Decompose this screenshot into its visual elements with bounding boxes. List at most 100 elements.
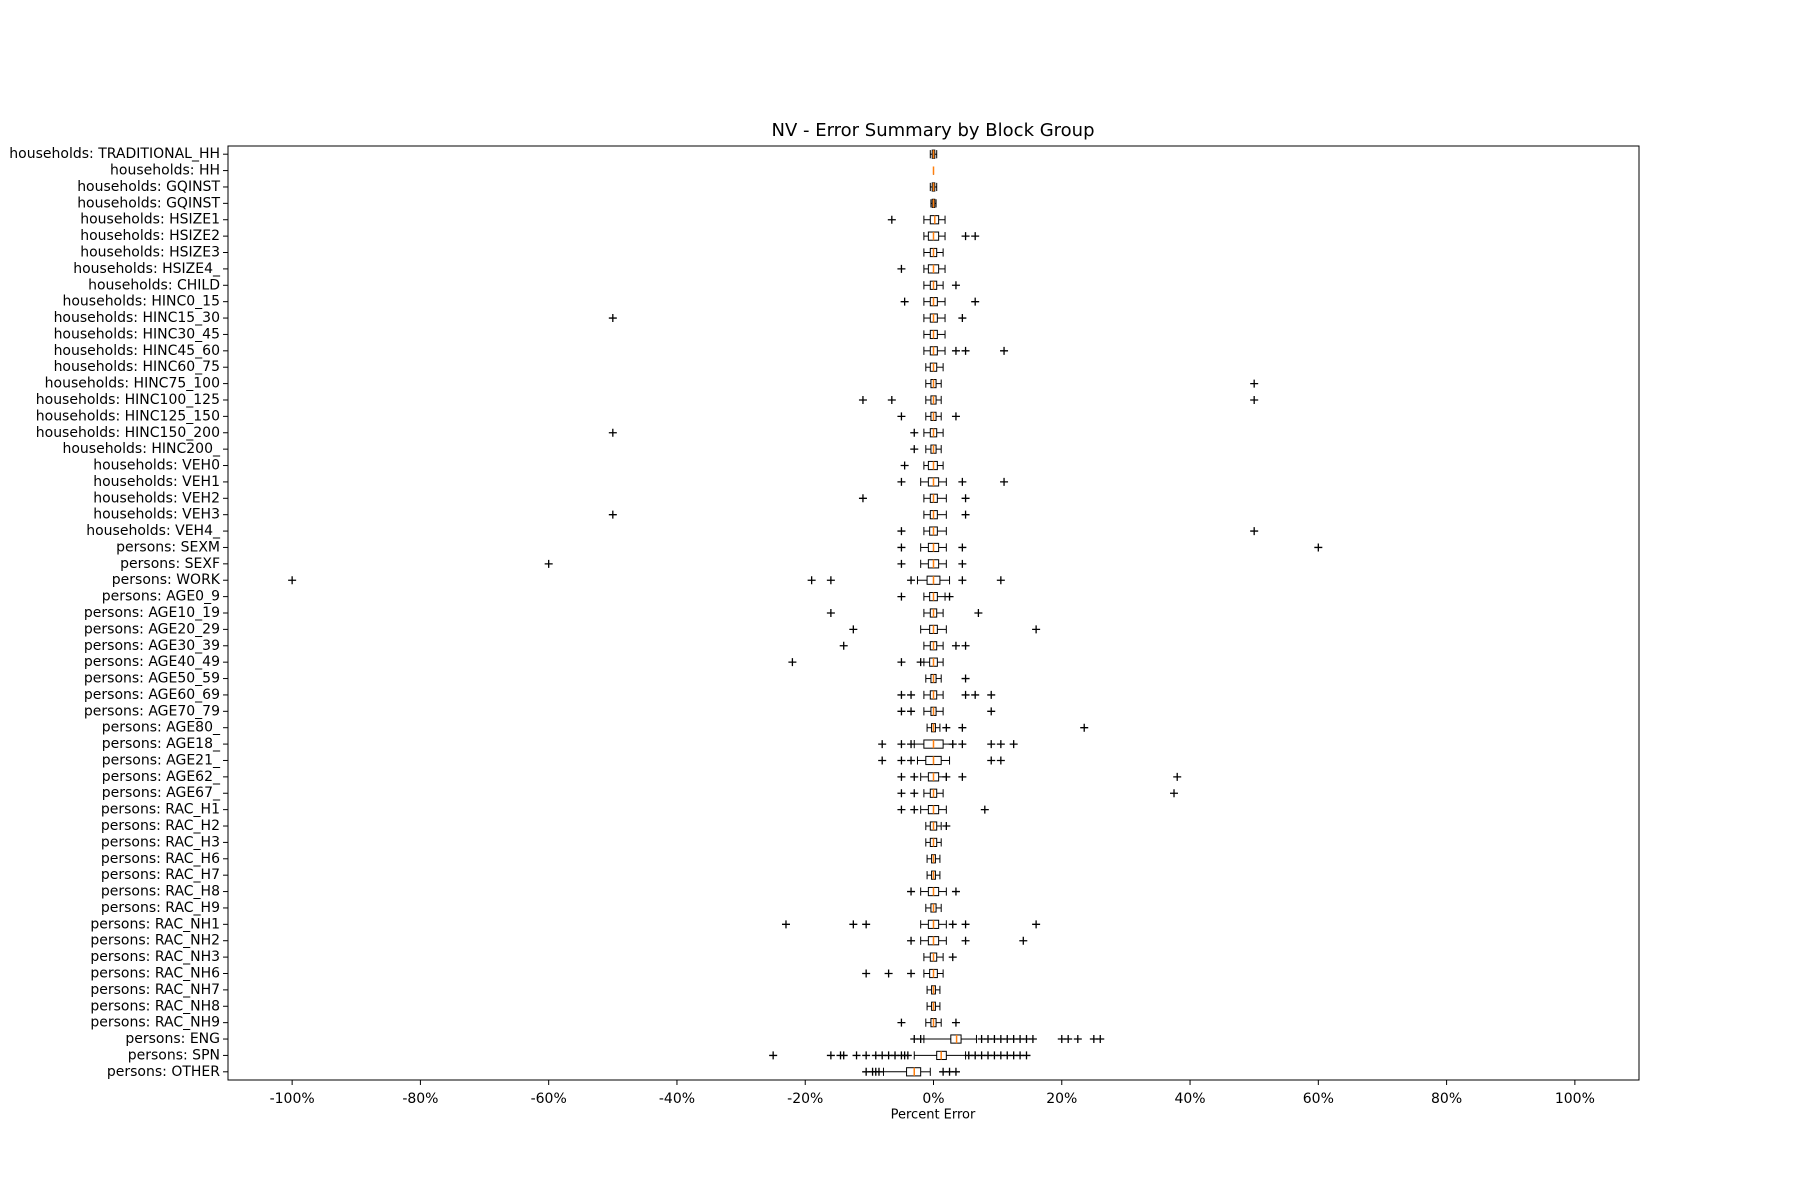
y-tick-label: households: VEH0 bbox=[93, 458, 220, 474]
y-tick-label: households: HH bbox=[110, 163, 220, 179]
outlier bbox=[910, 789, 919, 798]
outlier bbox=[951, 1067, 960, 1076]
outlier bbox=[839, 641, 848, 650]
outlier bbox=[897, 772, 906, 781]
outlier bbox=[951, 887, 960, 896]
outlier bbox=[961, 674, 970, 683]
outlier bbox=[916, 658, 925, 667]
outlier bbox=[907, 969, 916, 978]
outlier bbox=[897, 690, 906, 699]
outlier bbox=[951, 346, 960, 355]
outlier bbox=[958, 723, 967, 732]
outlier bbox=[948, 740, 957, 749]
outlier bbox=[1028, 1035, 1037, 1044]
y-tick-label: persons: RAC_H7 bbox=[101, 867, 220, 883]
outlier bbox=[1173, 772, 1182, 781]
y-tick-label: households: HINC15_30 bbox=[54, 310, 220, 326]
y-tick-label: persons: RAC_NH2 bbox=[90, 933, 220, 949]
x-tick-label: -20% bbox=[787, 1091, 823, 1107]
outlier bbox=[987, 756, 996, 765]
x-tick-label: 40% bbox=[1174, 1091, 1205, 1107]
outlier bbox=[996, 756, 1005, 765]
outlier bbox=[961, 346, 970, 355]
outlier bbox=[887, 215, 896, 224]
x-axis-label: Percent Error bbox=[891, 1108, 976, 1123]
y-tick-label: persons: RAC_NH6 bbox=[90, 965, 220, 981]
outlier bbox=[1080, 723, 1089, 732]
outlier bbox=[996, 740, 1005, 749]
outlier bbox=[852, 1051, 861, 1060]
y-tick-label: households: TRADITIONAL_HH bbox=[9, 146, 220, 162]
outlier bbox=[897, 756, 906, 765]
y-tick-label: persons: AGE40_49 bbox=[84, 654, 220, 670]
outlier bbox=[887, 395, 896, 404]
y-tick-label: persons: SPN bbox=[128, 1047, 220, 1063]
y-tick-label: persons: AGE0_9 bbox=[102, 589, 220, 605]
outlier bbox=[907, 740, 916, 749]
outlier bbox=[974, 609, 983, 617]
outlier bbox=[897, 543, 906, 552]
y-tick-label: persons: AGE60_69 bbox=[84, 687, 220, 703]
outlier bbox=[961, 690, 970, 699]
outlier bbox=[897, 477, 906, 486]
chart-title: NV - Error Summary by Block Group bbox=[771, 120, 1094, 141]
outlier bbox=[874, 1067, 883, 1076]
outlier bbox=[884, 969, 893, 978]
outlier bbox=[769, 1051, 778, 1060]
outlier bbox=[910, 805, 919, 814]
outlier bbox=[807, 576, 816, 585]
outlier bbox=[961, 641, 970, 650]
outlier bbox=[862, 1051, 871, 1060]
outlier bbox=[958, 314, 967, 323]
outlier bbox=[951, 281, 960, 290]
y-tick-label: persons: RAC_NH9 bbox=[90, 1015, 220, 1031]
outlier bbox=[958, 477, 967, 486]
y-tick-label: persons: RAC_NH3 bbox=[90, 949, 220, 965]
outlier bbox=[1022, 1051, 1031, 1060]
outlier bbox=[1250, 527, 1259, 536]
outlier bbox=[1032, 625, 1041, 634]
y-tick-label: households: HINC150_200 bbox=[36, 425, 220, 441]
outlier bbox=[971, 232, 980, 241]
outlier bbox=[1250, 395, 1259, 404]
outlier bbox=[958, 543, 967, 552]
y-tick-label: households: VEH2 bbox=[93, 490, 220, 506]
outlier bbox=[849, 920, 858, 929]
outlier bbox=[1170, 789, 1179, 798]
outlier bbox=[788, 658, 797, 667]
outlier bbox=[971, 297, 980, 306]
outlier bbox=[849, 625, 858, 634]
outlier bbox=[1096, 1035, 1105, 1044]
outlier bbox=[897, 805, 906, 814]
outlier bbox=[900, 297, 909, 306]
y-tick-label: persons: AGE80_ bbox=[102, 720, 221, 736]
outlier bbox=[897, 412, 906, 421]
y-tick-label: households: HINC0_15 bbox=[62, 294, 220, 310]
y-tick-label: persons: RAC_H8 bbox=[101, 884, 220, 900]
y-tick-label: persons: ENG bbox=[125, 1031, 220, 1047]
outlier bbox=[958, 576, 967, 585]
outlier bbox=[862, 920, 871, 929]
outlier bbox=[897, 527, 906, 536]
outlier bbox=[948, 953, 957, 962]
y-tick-label: households: HINC200_ bbox=[62, 441, 221, 457]
outlier bbox=[951, 412, 960, 421]
outlier bbox=[987, 707, 996, 716]
outlier bbox=[826, 1051, 835, 1060]
outlier bbox=[958, 772, 967, 781]
y-tick-label: persons: AGE20_29 bbox=[84, 621, 220, 637]
y-tick-label: persons: AGE21_ bbox=[102, 752, 221, 768]
outlier bbox=[987, 740, 996, 749]
outlier bbox=[942, 772, 951, 781]
outlier bbox=[907, 887, 916, 896]
y-tick-label: persons: RAC_NH1 bbox=[90, 916, 220, 932]
outlier bbox=[951, 1018, 960, 1027]
outlier bbox=[897, 1018, 906, 1027]
outlier bbox=[1019, 936, 1028, 945]
y-tick-label: persons: RAC_H6 bbox=[101, 851, 220, 867]
outlier bbox=[839, 1051, 848, 1060]
outlier bbox=[608, 510, 617, 519]
outlier bbox=[961, 920, 970, 929]
outlier bbox=[987, 690, 996, 699]
outlier bbox=[897, 559, 906, 568]
